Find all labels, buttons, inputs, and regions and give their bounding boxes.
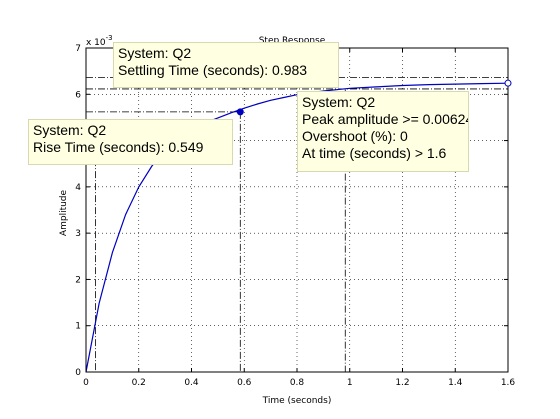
rise-time-tooltip[interactable]: System: Q2 Rise Time (seconds): 0.549 bbox=[28, 119, 233, 165]
peak-tooltip-line-4: At time (seconds) > 1.6 bbox=[302, 145, 447, 161]
y-tick-label: 7 bbox=[75, 44, 81, 54]
markers bbox=[236, 79, 512, 116]
y-tick-label: 0 bbox=[75, 368, 81, 378]
y-tick-label: 4 bbox=[75, 183, 81, 193]
settling-time-tooltip[interactable]: System: Q2 Settling Time (seconds): 0.98… bbox=[113, 42, 339, 88]
x-tick-label: 1.6 bbox=[501, 378, 516, 388]
x-tick-label: 0.6 bbox=[237, 378, 252, 388]
y-axis-label: Amplitude bbox=[59, 189, 69, 236]
x-tick-label: 0 bbox=[83, 378, 89, 388]
rise-time-marker[interactable] bbox=[236, 108, 244, 116]
peak-tooltip-line-3: Overshoot (%): 0 bbox=[302, 128, 408, 144]
peak-amplitude-tooltip[interactable]: System: Q2 Peak amplitude >= 0.00624 Ove… bbox=[297, 91, 469, 172]
peak-amplitude-marker[interactable] bbox=[504, 79, 512, 87]
rise-tooltip-line-2: Rise Time (seconds): 0.549 bbox=[33, 139, 204, 155]
y-exponent-label: x 10-3 bbox=[86, 34, 113, 48]
x-tick-label: 1.4 bbox=[448, 378, 463, 388]
y-tick-label: 3 bbox=[75, 229, 81, 239]
settling-tooltip-line-1: System: Q2 bbox=[118, 45, 192, 61]
y-tick-label: 1 bbox=[75, 322, 81, 332]
x-tick-label: 0.4 bbox=[184, 378, 199, 388]
x-tick-label: 1.2 bbox=[395, 378, 409, 388]
x-tick-label: 1 bbox=[347, 378, 353, 388]
y-exponent-power: -3 bbox=[106, 34, 113, 42]
peak-tooltip-line-1: System: Q2 bbox=[302, 94, 376, 110]
y-tick-label: 6 bbox=[75, 90, 81, 100]
x-tick-label: 0.2 bbox=[132, 378, 146, 388]
y-exponent-base: x 10 bbox=[86, 38, 106, 48]
chart-title: Step Response bbox=[259, 36, 326, 46]
settling-tooltip-line-2: Settling Time (seconds): 0.983 bbox=[118, 62, 308, 78]
y-tick-label: 2 bbox=[75, 275, 81, 285]
peak-tooltip-line-2: Peak amplitude >= 0.00624 bbox=[302, 111, 469, 127]
rise-tooltip-line-1: System: Q2 bbox=[33, 122, 107, 138]
series-line bbox=[85, 82, 509, 373]
x-axis-label: Time (seconds) bbox=[262, 396, 332, 406]
x-tick-label: 0.8 bbox=[290, 378, 305, 388]
